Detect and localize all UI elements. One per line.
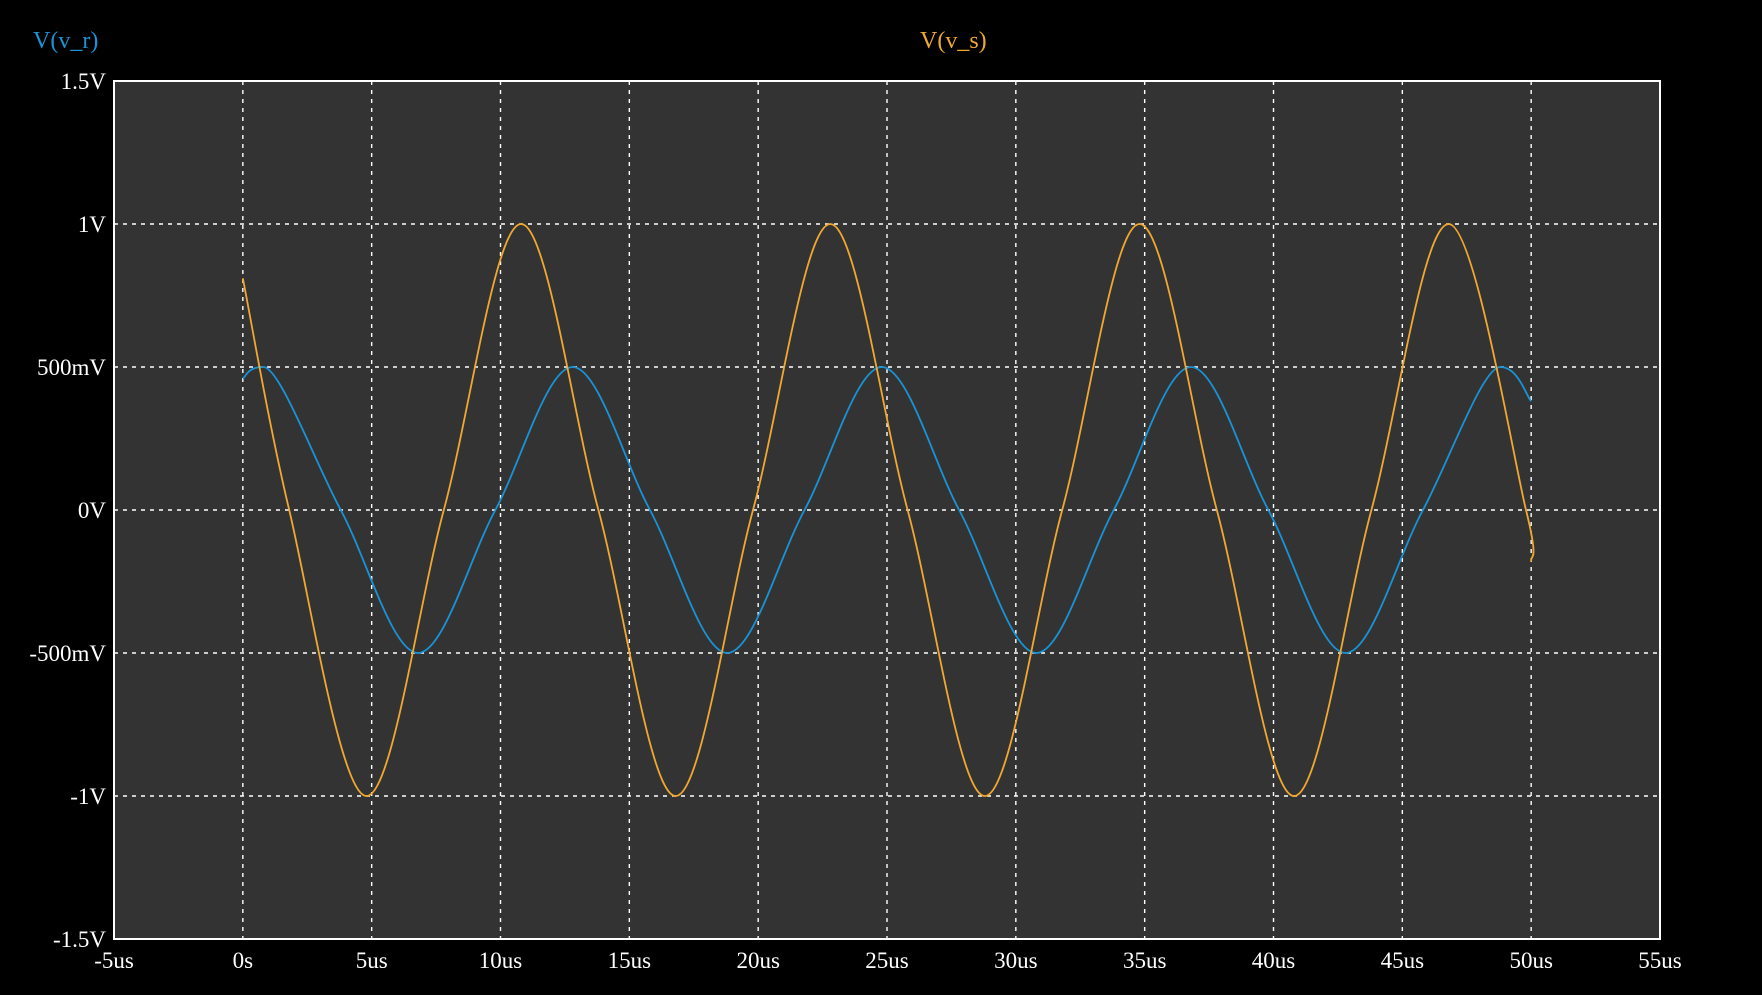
legend-label-v-r: V(v_r) (33, 28, 98, 54)
legend-label-v-s: V(v_s) (920, 28, 987, 54)
x-tick-label: 25us (865, 948, 909, 973)
x-tick-label: 5us (356, 948, 388, 973)
y-tick-label: 0V (78, 498, 107, 523)
x-tick-label: 20us (736, 948, 780, 973)
x-tick-label: 40us (1252, 948, 1296, 973)
x-tick-label: 50us (1509, 948, 1553, 973)
x-tick-label: 15us (608, 948, 652, 973)
y-tick-label: 1.5V (61, 69, 107, 94)
x-tick-label: 10us (479, 948, 523, 973)
x-tick-label: 45us (1381, 948, 1425, 973)
x-tick-label: 30us (994, 948, 1038, 973)
y-tick-label: 1V (78, 212, 107, 237)
x-tick-label: 0s (233, 948, 254, 973)
y-tick-label: 500mV (37, 355, 106, 380)
y-tick-label: -1.5V (53, 927, 106, 952)
x-tick-label: 35us (1123, 948, 1167, 973)
x-tick-label: 55us (1638, 948, 1682, 973)
y-tick-label: -500mV (29, 641, 106, 666)
y-tick-label: -1V (70, 784, 106, 809)
